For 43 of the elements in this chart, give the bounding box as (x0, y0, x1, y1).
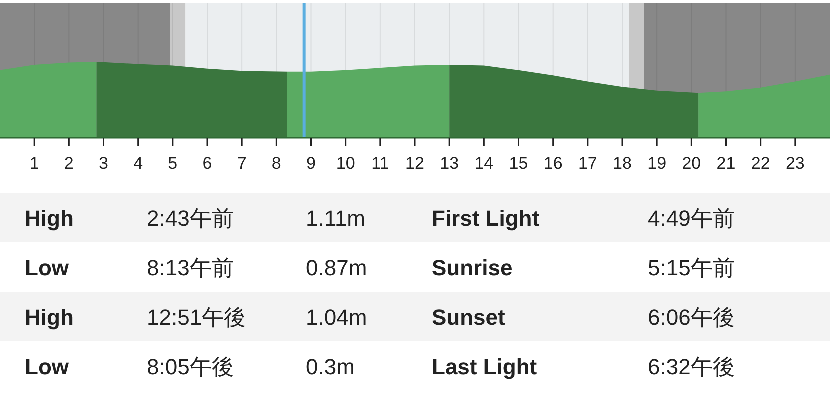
text: Low (25, 354, 70, 380)
x-tick-label: 9 (306, 154, 316, 173)
text: 0.3m (306, 354, 355, 380)
x-tick-label: 11 (372, 154, 390, 173)
x-tick-label: 12 (406, 154, 424, 173)
text: 12:51午後 (147, 304, 246, 330)
x-tick-label: 1 (30, 154, 40, 173)
text: High (25, 206, 74, 231)
text: High (25, 304, 74, 330)
x-tick-label: 16 (544, 154, 563, 173)
text: 1.11m (306, 206, 366, 231)
x-tick-label: 17 (578, 154, 598, 173)
x-tick-label: 7 (237, 154, 247, 173)
text: Low (25, 255, 70, 280)
text: 6:06午後 (648, 304, 735, 330)
x-tick-label: 15 (509, 154, 528, 173)
x-tick-label: 23 (786, 154, 805, 173)
x-tick-label: 21 (716, 154, 736, 173)
text: 8:13午前 (147, 255, 234, 280)
x-tick-label: 10 (336, 154, 356, 173)
x-tick-label: 2 (64, 154, 74, 173)
text: 2:43午前 (147, 206, 234, 231)
x-tick-label: 3 (99, 154, 108, 173)
x-tick-label: 5 (168, 154, 178, 173)
text: First Light (432, 206, 540, 231)
x-tick-label: 18 (613, 154, 632, 173)
x-tick-label: 20 (682, 154, 702, 173)
x-tick-label: 4 (134, 154, 144, 173)
text: 6:32午後 (648, 354, 735, 380)
text: Last Light (432, 354, 538, 380)
x-tick-label: 14 (474, 154, 494, 173)
text: 4:49午前 (648, 206, 735, 231)
x-tick-label: 13 (440, 154, 460, 173)
x-tick-label: 22 (751, 154, 770, 173)
text: Sunset (432, 304, 506, 330)
text: Sunrise (432, 255, 513, 280)
text: 0.87m (306, 255, 368, 280)
text: 1.04m (306, 304, 368, 330)
text: 5:15午前 (648, 255, 735, 280)
x-tick-label: 6 (202, 154, 212, 173)
x-tick-label: 19 (648, 154, 667, 173)
text: 8:05午後 (147, 354, 234, 380)
x-tick-label: 8 (272, 154, 282, 173)
